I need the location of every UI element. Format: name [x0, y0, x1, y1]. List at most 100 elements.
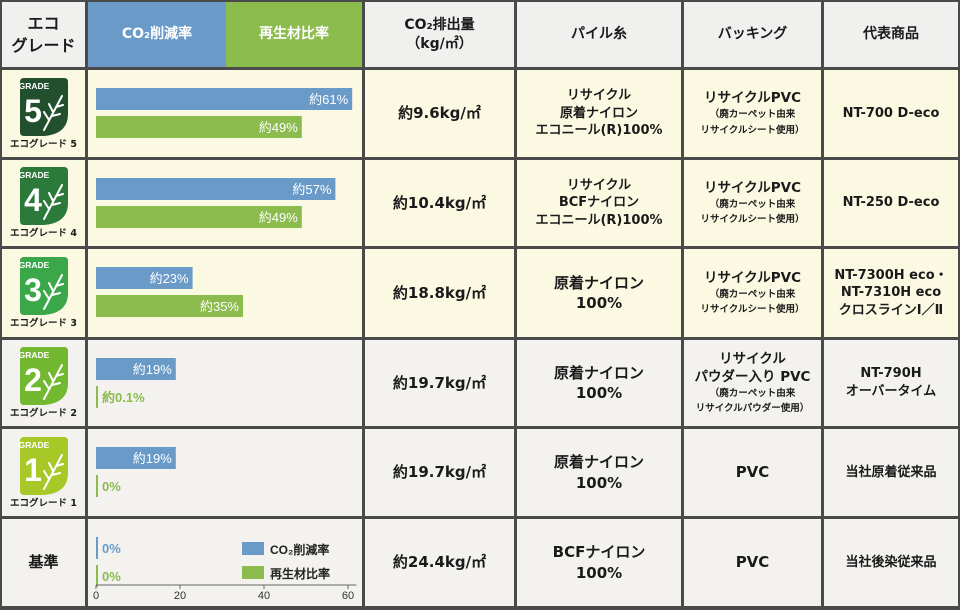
backing-note: （廃カーペット由来 リサイクルシート使用）	[700, 287, 804, 317]
bar-recycled	[96, 295, 243, 317]
grade-leaf-icon: GRADE 1	[18, 436, 68, 495]
backing-note-line: リサイクルパウダー使用）	[695, 403, 810, 415]
emission-value: 約18.8kg/㎡	[392, 283, 487, 302]
grade-caption: エコグレード 3	[10, 318, 77, 330]
product-text: 当社後染従来品	[845, 554, 937, 570]
emission-value: 約9.6kg/㎡	[398, 104, 481, 123]
header-grade-text: エコ	[27, 13, 60, 33]
chart-cell	[88, 249, 362, 337]
x-axis-tick-label: 40	[258, 590, 270, 602]
bar-chart: 約61% 約57% 約23% 約19% 約19% 0% 約49% 約49% 約35% 約0.1% 0…	[93, 88, 357, 602]
x-axis-tick-label: 60	[342, 590, 354, 602]
pile-yarn-text: 原着ナイロン	[553, 363, 644, 382]
backing-cell: リサイクルPVC （廃カーペット由来 リサイクルシート使用）	[684, 160, 821, 246]
backing-note: （廃カーペット由来 リサイクルシート使用）	[700, 107, 804, 137]
emission-cell: 約18.8kg/㎡	[365, 249, 514, 337]
backing-note: （廃カーペット由来 リサイクルパウダー使用）	[696, 386, 810, 416]
pile-yarn-cell: リサイクル 原着ナイロン エコニール(R)100%	[517, 70, 681, 157]
legend-label: 再生材比率	[270, 566, 330, 581]
backing-cell: PVC	[684, 429, 821, 516]
emission-value: 約10.4kg/㎡	[392, 193, 487, 212]
backing-note-line: （廃カーペット由来	[709, 288, 796, 300]
pile-yarn-text: 100%	[575, 563, 623, 582]
bar-value-label: 約0.1%	[102, 390, 145, 405]
backing-main-text: リサイクルPVC	[703, 90, 802, 107]
bar-recycled	[96, 206, 302, 228]
chart-cell	[88, 340, 362, 426]
pile-yarn-text: リサイクル	[566, 88, 632, 104]
header-co2-reduction-text: CO₂削減率	[121, 26, 193, 43]
header-product: 代表商品	[824, 2, 958, 67]
pile-yarn-text: 100%	[575, 294, 623, 312]
bar-value-label: 約23%	[150, 271, 189, 286]
pile-yarn-cell: 原着ナイロン 100%	[517, 340, 681, 426]
pile-yarn-text: BCFナイロン	[552, 543, 646, 562]
header-grade: エコ グレード	[2, 2, 85, 67]
product-text: クロスラインⅠ／Ⅱ	[838, 302, 944, 318]
grade-number-text: 3	[24, 272, 42, 308]
grade-label-text: GRADE	[18, 350, 49, 360]
grade-label-text: GRADE	[18, 170, 49, 180]
grade-cell: GRADE 1 エコグレード 1	[2, 429, 85, 516]
bar-value-label: 約19%	[133, 451, 172, 466]
pile-yarn-text: 原着ナイロン	[553, 273, 644, 292]
product-text: NT-7310H eco	[840, 285, 942, 301]
bar-value-label: 約35%	[200, 299, 239, 314]
x-axis-tick-label: 20	[174, 590, 186, 602]
emission-cell: 約9.6kg/㎡	[365, 70, 514, 157]
grade-number-text: 1	[24, 452, 42, 488]
header-grade-text: グレード	[11, 35, 76, 55]
backing-note-line: （廃カーペット由来	[709, 109, 796, 121]
backing-cell: PVC	[684, 519, 821, 606]
bar-recycled	[96, 475, 98, 497]
emission-cell: 約24.4kg/㎡	[365, 519, 514, 606]
grade-caption: エコグレード 4	[10, 228, 77, 240]
pile-yarn-text: BCFナイロン	[558, 195, 640, 211]
header-pile-yarn: パイル糸	[517, 2, 681, 67]
legend-label: CO₂削減率	[270, 542, 329, 557]
header-co2-reduction: CO₂削減率	[88, 2, 226, 67]
chart-cell	[88, 429, 362, 516]
grade-label-text: GRADE	[18, 81, 49, 91]
product-cell: 当社原着従来品	[824, 429, 958, 516]
backing-main-text: パウダー入り PVC	[694, 368, 811, 385]
header-co2-emission-text: （kg/㎡）	[406, 35, 473, 52]
grade-leaf-icon: GRADE 3	[18, 257, 68, 316]
emission-cell: 約19.7kg/㎡	[365, 340, 514, 426]
grade-cell: GRADE 4 エコグレード 4	[2, 160, 85, 246]
grade-cell: GRADE 2 エコグレード 2	[2, 340, 85, 426]
grade-caption: エコグレード 2	[10, 408, 77, 420]
product-cell: NT-7300H eco・ NT-7310H eco クロスラインⅠ／Ⅱ	[824, 249, 958, 337]
pile-yarn-text: 100%	[575, 473, 623, 492]
grade-label-text: GRADE	[18, 440, 49, 450]
backing-cell: リサイクルPVC （廃カーペット由来 リサイクルシート使用）	[684, 249, 821, 337]
bar-value-label: 0%	[102, 569, 121, 584]
chart-cell	[88, 70, 362, 157]
grade-leaf-icon: GRADE 5	[18, 77, 68, 136]
grade-caption: エコグレード 5	[10, 138, 77, 150]
legend-swatch-co2	[242, 542, 264, 555]
grade-cell: 基準	[2, 519, 85, 606]
backing-note-line: リサイクルシート使用）	[700, 124, 805, 136]
bar-co2	[96, 88, 353, 110]
product-cell: 当社後染従来品	[824, 519, 958, 606]
emission-value: 約24.4kg/㎡	[392, 553, 487, 572]
header-co2-emission-text: CO₂排出量	[404, 16, 475, 33]
product-cell: NT-700 D-eco	[824, 70, 958, 157]
backing-note-line: リサイクルシート使用）	[700, 304, 805, 316]
backing-main-text: リサイクルPVC	[703, 269, 802, 286]
backing-note-line: リサイクルシート使用）	[700, 214, 805, 226]
grade-leaf-icon: GRADE 2	[18, 347, 68, 406]
grade-leaf-icon: GRADE 4	[18, 167, 68, 226]
backing-note-line: （廃カーペット由来	[709, 198, 796, 210]
product-text: 当社原着従来品	[845, 464, 937, 480]
header-recycled-ratio-text: 再生材比率	[259, 26, 329, 43]
bar-recycled	[96, 386, 98, 408]
pile-yarn-cell: 原着ナイロン 100%	[517, 249, 681, 337]
product-text: NT-7300H eco・	[834, 267, 948, 283]
backing-cell: リサイクル パウダー入り PVC （廃カーペット由来 リサイクルパウダー使用）	[684, 340, 821, 426]
header-backing: バッキング	[684, 2, 821, 67]
pile-yarn-cell: 原着ナイロン 100%	[517, 429, 681, 516]
header-recycled-ratio: 再生材比率	[226, 2, 362, 67]
